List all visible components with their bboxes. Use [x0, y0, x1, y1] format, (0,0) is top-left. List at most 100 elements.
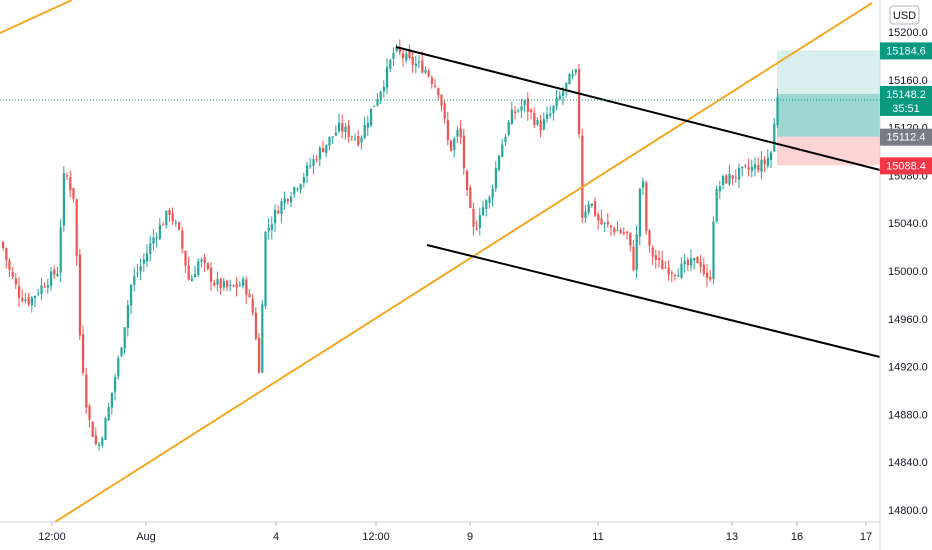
candle-body [146, 253, 149, 262]
candle-body [526, 98, 529, 112]
candle-body [725, 175, 728, 184]
candle-body [456, 129, 459, 137]
candle-body [629, 232, 632, 246]
candle-body [123, 327, 126, 349]
candle-body [491, 188, 494, 199]
candle-body [248, 294, 251, 298]
candle-body [283, 197, 286, 204]
candle-body [27, 297, 30, 305]
candle-body [82, 334, 85, 373]
candle-body [408, 51, 411, 58]
candle-body [478, 215, 481, 228]
candle-body [562, 91, 565, 96]
candle-body [677, 275, 680, 277]
candle-body [78, 254, 81, 336]
candle-body [318, 147, 321, 160]
candle-body [66, 175, 69, 177]
orange-trendline-main[interactable] [54, 2, 873, 523]
target-zone-filled[interactable] [777, 93, 880, 137]
candle-body [264, 231, 267, 307]
candle-body [395, 46, 398, 51]
candle-body [504, 136, 507, 143]
candle-body [309, 165, 312, 167]
candle-body [715, 189, 718, 222]
x-tick-label: 11 [592, 531, 603, 543]
time-axis-ticks: 12:00 Aug 4 12:00 9 11 13 16 17 [38, 522, 872, 543]
candle-body [347, 125, 350, 138]
candle-body [514, 111, 517, 114]
candle-body [130, 285, 133, 306]
candle-body [258, 337, 261, 373]
candle-body [661, 260, 664, 270]
candle-body [574, 69, 577, 73]
candle-body [424, 69, 427, 73]
candle-body [558, 95, 561, 99]
currency-button[interactable] [889, 5, 920, 25]
stop-zone[interactable] [777, 136, 880, 166]
candle-body [59, 227, 62, 273]
candle-body [552, 106, 555, 114]
stop-price-badge-label: 15088.4 [886, 160, 926, 172]
candle-body [2, 242, 5, 249]
channel-upper-line[interactable] [395, 46, 881, 171]
candle-body [104, 418, 107, 440]
candle-body [402, 53, 405, 59]
candle-body [603, 222, 606, 224]
candle-body [427, 71, 430, 77]
candle-body [376, 99, 379, 106]
candle-body [776, 96, 779, 126]
currency-label: USD [893, 10, 916, 22]
candle-body [338, 122, 341, 132]
candle-body [683, 261, 686, 265]
candle-body [619, 230, 622, 234]
candle-body [533, 112, 536, 125]
candle-body [165, 210, 168, 225]
candle-body [763, 159, 766, 165]
candle-body [235, 283, 238, 288]
candle-body [446, 120, 449, 141]
candle-body [245, 279, 248, 295]
candle-body [187, 265, 190, 280]
candle-body [21, 298, 24, 302]
candle-body [242, 278, 245, 287]
candle-body [315, 159, 318, 161]
candle-body [712, 221, 715, 280]
candle-body [120, 347, 123, 357]
candle-body [590, 203, 593, 206]
candle-body [379, 91, 382, 100]
candle-body [587, 204, 590, 213]
candle-body [328, 136, 331, 146]
y-tick-label: 14800.0 [888, 505, 928, 517]
candle-body [312, 159, 315, 166]
candle-body [24, 299, 27, 301]
candle-body [226, 280, 229, 288]
orange-trendline-upper[interactable] [0, 0, 73, 34]
candle-body [398, 47, 401, 53]
y-tick-label: 14840.0 [888, 457, 928, 469]
candle-body [744, 165, 747, 167]
candle-body [142, 259, 145, 264]
candle-body [114, 377, 117, 392]
candle-body [75, 199, 78, 257]
candle-body [56, 273, 59, 276]
channel-lower-line[interactable] [426, 244, 881, 358]
candle-body [344, 126, 347, 133]
candle-body [421, 60, 424, 73]
candle-body [658, 258, 661, 261]
candle-body [466, 170, 469, 190]
candle-body [34, 295, 37, 299]
candle-body [568, 74, 571, 85]
candle-body [523, 100, 526, 106]
candle-body [238, 285, 241, 287]
candle-body [373, 105, 376, 107]
candle-body [507, 122, 510, 136]
candle-body [222, 281, 225, 288]
candle-body [434, 85, 437, 87]
candle-body [648, 230, 651, 246]
candle-body [62, 173, 65, 226]
target-zone-upper[interactable] [777, 50, 880, 94]
candle-body [370, 108, 373, 126]
candle-body [139, 266, 142, 272]
candle-body [728, 173, 731, 185]
